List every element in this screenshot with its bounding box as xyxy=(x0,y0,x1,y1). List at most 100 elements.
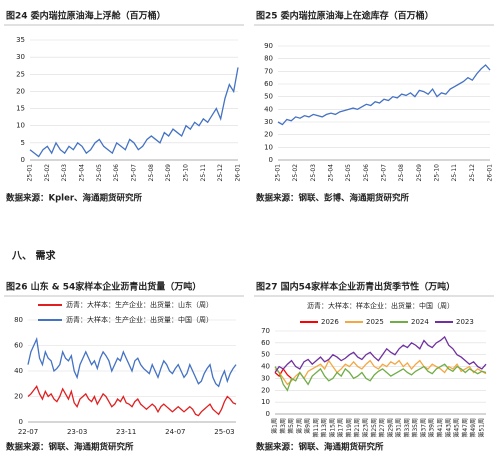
y-tick-label: 60 xyxy=(261,339,270,347)
y-tick-label: 15 xyxy=(16,105,25,113)
x-tick-label: 第27周 xyxy=(378,418,386,438)
chart-title: 图26 山东 & 54家样本企业沥青出货量（万吨） xyxy=(6,281,201,293)
y-tick-label: 40 xyxy=(264,105,273,113)
series-line xyxy=(274,335,487,373)
y-tick-label: 10 xyxy=(261,398,270,406)
y-tick-label: 35 xyxy=(16,36,25,44)
series-line xyxy=(274,359,487,386)
y-tick-label: 90 xyxy=(264,42,273,50)
y-tick-label: 5 xyxy=(21,139,25,147)
x-tick-label: 第51周 xyxy=(477,418,485,438)
x-tick-label: 23-03 xyxy=(67,428,87,436)
x-tick-label: 第5周 xyxy=(287,418,295,434)
section-heading: 八、 需求 xyxy=(11,249,56,262)
legend-label: 沥青：大样本：生产企业：出货量：中国（周） xyxy=(66,315,213,324)
y-tick-label: 80 xyxy=(14,316,23,324)
legend-label: 2023 xyxy=(456,318,474,326)
x-tick-label: 25-08 xyxy=(148,164,155,182)
chart-title: 图24 委内瑞拉原油海上浮舱（百万桶） xyxy=(6,10,166,22)
y-tick-label: 10 xyxy=(16,122,25,130)
x-tick-label: 25-04 xyxy=(79,164,86,182)
x-tick-label: 25-08 xyxy=(398,164,405,182)
series-line xyxy=(27,336,237,388)
x-tick-label: 第13周 xyxy=(320,418,328,438)
x-tick-label: 25-09 xyxy=(165,164,172,182)
x-tick-label: 24-07 xyxy=(165,428,185,436)
x-tick-label: 第9周 xyxy=(304,418,312,434)
x-tick-label: 25-11 xyxy=(200,164,207,182)
y-tick-label: 10 xyxy=(264,143,273,151)
legend-label: 2026 xyxy=(321,318,339,326)
x-tick-label: 第33周 xyxy=(403,418,411,438)
chart-title: 图25 委内瑞拉原油海上在途库存（百万桶） xyxy=(256,10,434,22)
x-tick-label: 第15周 xyxy=(328,418,336,438)
x-tick-label: 第37周 xyxy=(419,418,427,438)
x-tick-label: 第39周 xyxy=(428,418,436,438)
x-tick-label: 第3周 xyxy=(279,418,287,434)
y-tick-label: 0 xyxy=(266,410,270,418)
y-tick-label: 40 xyxy=(261,363,270,371)
x-tick-label: 25-07 xyxy=(131,164,138,182)
y-tick-label: 0 xyxy=(19,418,23,426)
x-tick-label: 25-01 xyxy=(27,164,34,182)
x-tick-label: 第23周 xyxy=(362,418,370,438)
x-tick-label: 25-05 xyxy=(345,164,352,182)
x-tick-label: 25-07 xyxy=(381,164,388,182)
x-tick-label: 25-03 xyxy=(61,164,68,182)
y-tick-label: 30 xyxy=(264,118,273,126)
series-line xyxy=(27,384,237,417)
y-tick-label: 70 xyxy=(261,327,270,335)
y-tick-label: 60 xyxy=(14,342,23,350)
x-tick-label: 22-07 xyxy=(18,428,38,436)
x-tick-label: 25-11 xyxy=(451,164,458,182)
x-tick-label: 第17周 xyxy=(337,418,345,438)
y-tick-label: 20 xyxy=(14,393,23,401)
y-tick-label: 25 xyxy=(16,70,25,78)
x-tick-label: 第47周 xyxy=(461,418,469,438)
source-note: 数据来源：钢联、海通期货研究所 xyxy=(6,442,134,453)
x-tick-label: 第11周 xyxy=(312,418,320,438)
source-note: 数据来源：钢联、海通期货研究所 xyxy=(256,442,384,453)
series-line xyxy=(274,363,487,392)
x-tick-label: 第43周 xyxy=(444,418,452,438)
y-tick-label: 50 xyxy=(264,93,273,101)
x-tick-label: 25-06 xyxy=(363,164,370,182)
y-tick-label: 40 xyxy=(14,367,23,375)
chart-subtitle: 沥青：大样本：样本企业：出货量：中国（周） xyxy=(307,301,454,310)
y-tick-label: 20 xyxy=(261,386,270,394)
y-tick-label: 60 xyxy=(264,80,273,88)
x-tick-label: 25-02 xyxy=(44,164,51,182)
y-tick-label: 20 xyxy=(264,131,273,139)
legend-label: 2025 xyxy=(366,318,384,326)
x-tick-label: 25-12 xyxy=(217,164,224,182)
x-tick-label: 第25周 xyxy=(370,418,378,438)
x-tick-label: 23-11 xyxy=(116,428,136,436)
legend-label: 2024 xyxy=(411,318,429,326)
x-tick-label: 第41周 xyxy=(436,418,444,438)
x-tick-label: 25-03 xyxy=(310,164,317,182)
x-tick-label: 25-09 xyxy=(416,164,423,182)
x-tick-label: 25-10 xyxy=(183,164,190,182)
x-tick-label: 第19周 xyxy=(345,418,353,438)
y-tick-label: 0 xyxy=(21,156,25,164)
chart-title: 图27 国内54家样本企业沥青出货季节性（万吨） xyxy=(256,281,455,293)
source-note: 数据来源：Kpler、海通期货研究所 xyxy=(6,193,143,204)
legend-label: 沥青：大样本：生产企业：出货量：山东（周） xyxy=(66,300,213,309)
x-tick-label: 25-05 xyxy=(96,164,103,182)
x-tick-label: 25-12 xyxy=(469,164,476,182)
x-tick-label: 第31周 xyxy=(395,418,403,438)
y-tick-label: 80 xyxy=(264,55,273,63)
series-line xyxy=(277,64,491,126)
x-tick-label: 25-03 xyxy=(214,428,234,436)
y-tick-label: 30 xyxy=(261,374,270,382)
y-tick-label: 30 xyxy=(16,53,25,61)
x-tick-label: 第7周 xyxy=(295,418,303,434)
x-tick-label: 第35周 xyxy=(411,418,419,438)
x-tick-label: 25-01 xyxy=(275,164,282,182)
x-tick-label: 25-06 xyxy=(113,164,120,182)
x-tick-label: 第29周 xyxy=(386,418,394,438)
y-tick-label: 70 xyxy=(264,67,273,75)
x-tick-label: 第1周 xyxy=(271,418,279,434)
x-tick-label: 第49周 xyxy=(469,418,477,438)
